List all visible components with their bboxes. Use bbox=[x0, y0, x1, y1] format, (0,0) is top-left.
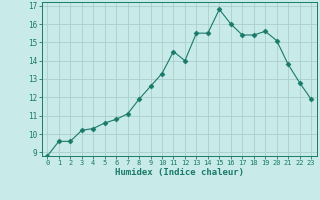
X-axis label: Humidex (Indice chaleur): Humidex (Indice chaleur) bbox=[115, 168, 244, 177]
